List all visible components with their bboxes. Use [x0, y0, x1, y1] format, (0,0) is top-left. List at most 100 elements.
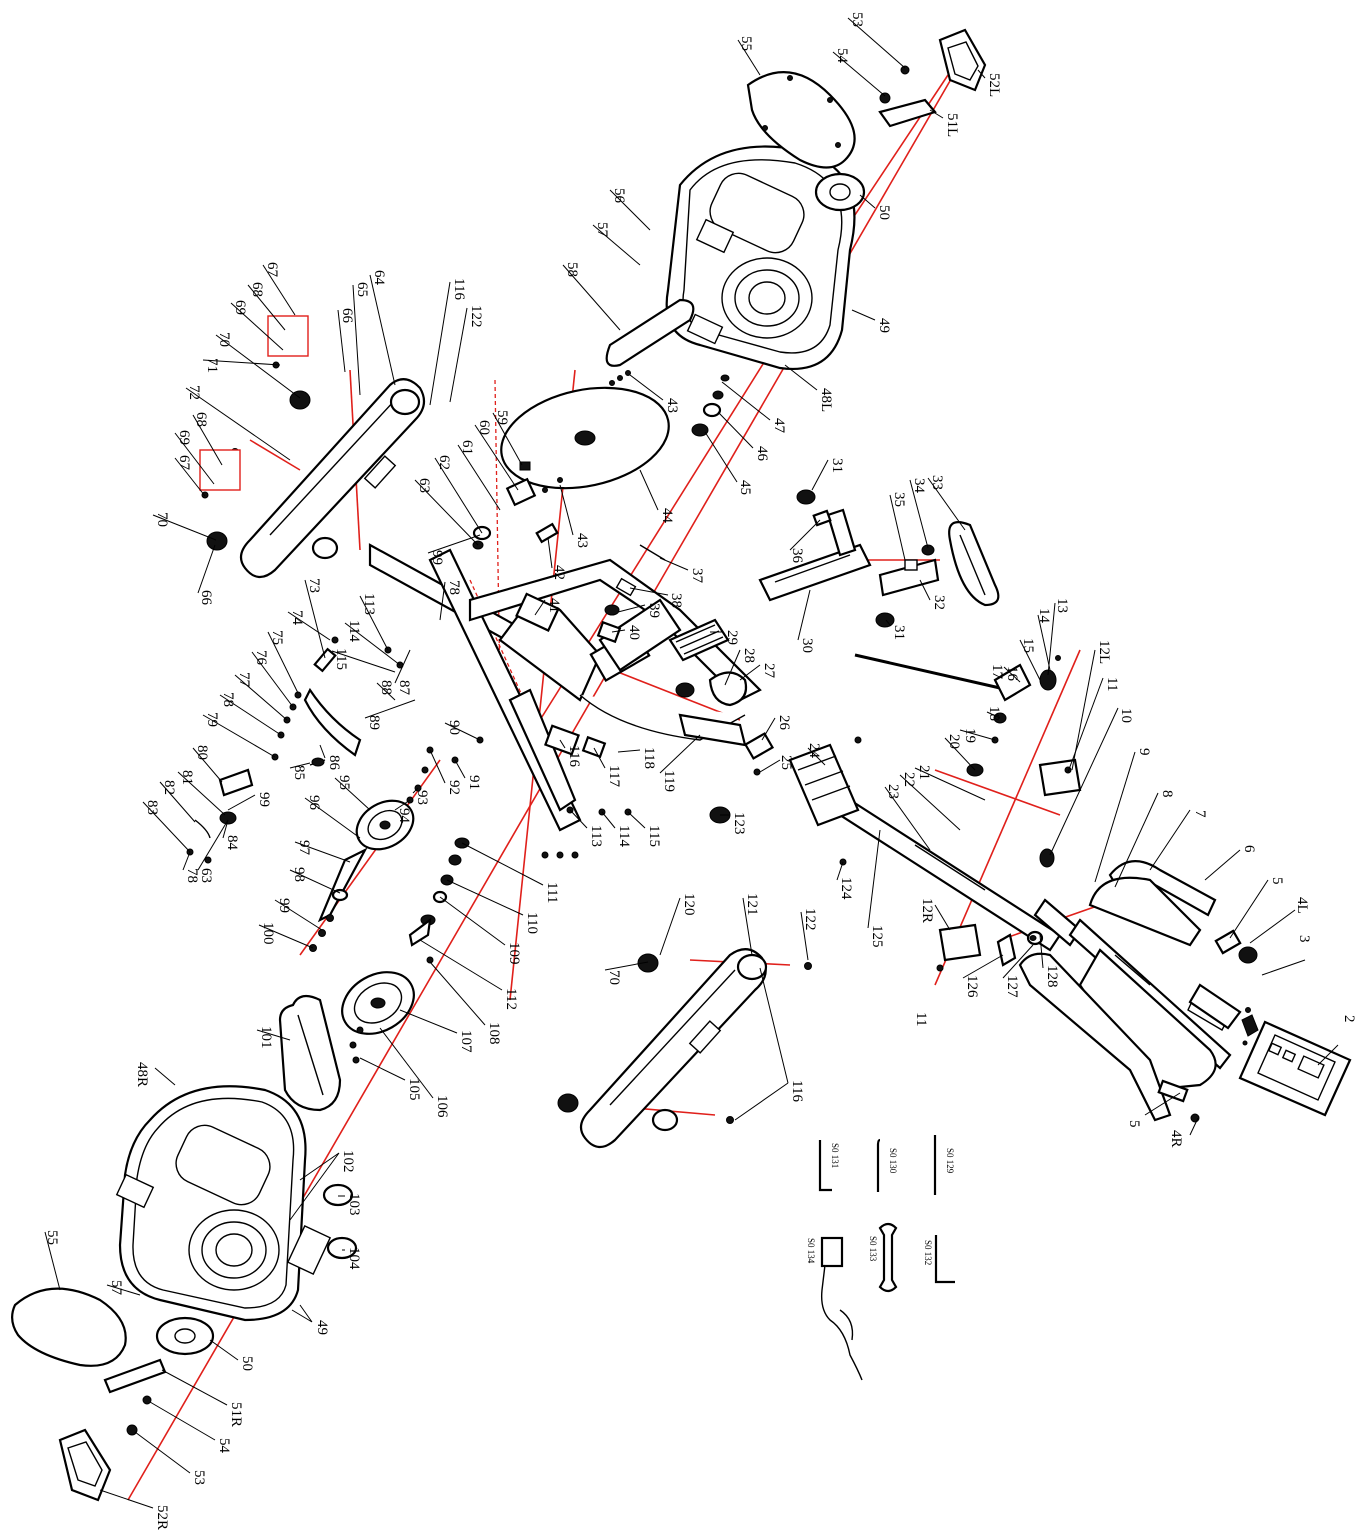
label-13: 13	[1054, 598, 1070, 613]
label-54b: 54	[216, 1438, 232, 1454]
label-64: 64	[371, 270, 387, 286]
label-69b: 69	[176, 430, 192, 445]
handlebar-caps	[1190, 946, 1259, 1123]
label-11b: 11	[913, 1012, 929, 1026]
label-40: 40	[626, 625, 642, 640]
handle-brackets	[936, 758, 1082, 972]
label-116a: 116	[451, 278, 467, 300]
label-39: 39	[646, 603, 662, 618]
tool-labels: S0 131 S0 130 S0 129 S0 134 S0 133 S0 13…	[806, 1143, 955, 1265]
callout-labels: 2 3 4L 4R 5 5 6 7 8 9 10 11 11 12L 12R 1…	[44, 12, 1357, 1530]
cover-plate-top	[746, 71, 856, 169]
label-119: 119	[661, 770, 677, 792]
label-86: 86	[326, 755, 342, 771]
seat-post	[758, 508, 872, 602]
main-frame	[368, 543, 762, 832]
label-49a: 49	[876, 318, 892, 333]
label-43a: 43	[664, 398, 680, 413]
label-99a: 99	[256, 792, 272, 807]
adjust-rod	[854, 653, 1061, 777]
label-27: 27	[761, 663, 777, 679]
pulley-large	[341, 971, 415, 1035]
label-84: 84	[224, 835, 240, 851]
handlebar	[1018, 860, 1242, 1122]
label-81: 81	[179, 770, 195, 785]
label-105: 105	[406, 1078, 422, 1101]
label-15: 15	[1020, 638, 1036, 653]
label-12l: 12L	[1096, 640, 1112, 664]
pedal-arm-upper	[206, 378, 426, 579]
label-70c: 70	[606, 970, 622, 985]
label-52l: 52L	[986, 73, 1002, 97]
foam-grip	[788, 736, 862, 866]
label-45: 45	[737, 480, 753, 495]
label-82: 82	[161, 780, 177, 795]
seat-slider	[878, 544, 940, 597]
label-78a: 78	[220, 692, 236, 707]
label-100: 100	[260, 922, 276, 945]
label-61: 61	[459, 440, 475, 455]
label-49b: 49	[314, 1320, 330, 1335]
small-parts-center	[709, 732, 775, 824]
label-12r: 12R	[919, 898, 935, 923]
label-126: 126	[964, 975, 980, 998]
flywheel-disc	[500, 386, 670, 490]
label-109: 109	[506, 942, 522, 965]
cover-plate-bottom	[11, 1287, 127, 1367]
tool-label-129: S0 129	[945, 1148, 955, 1174]
pedal-right	[58, 1428, 112, 1502]
label-36: 36	[789, 548, 805, 564]
label-55b: 55	[44, 1230, 60, 1245]
shroud-rings	[322, 1183, 358, 1260]
tool-hex-key-131	[818, 1140, 832, 1192]
label-5b: 5	[1126, 1120, 1142, 1128]
label-80: 80	[194, 745, 210, 760]
label-63b: 63	[198, 868, 214, 883]
label-53a: 53	[849, 12, 865, 27]
label-107: 107	[458, 1030, 474, 1053]
label-93: 93	[414, 790, 430, 805]
label-50a: 50	[876, 205, 892, 220]
label-128: 128	[1044, 965, 1060, 988]
spring-parts	[309, 757, 326, 767]
label-57a: 57	[594, 222, 610, 238]
right-shroud	[115, 1085, 332, 1322]
label-56: 56	[611, 188, 627, 204]
label-14: 14	[1036, 608, 1052, 624]
label-53b: 53	[191, 1470, 207, 1485]
label-8: 8	[1159, 790, 1175, 798]
label-26: 26	[776, 715, 792, 731]
label-47: 47	[771, 418, 787, 434]
flywheel-bolts	[535, 370, 631, 544]
label-85: 85	[291, 765, 307, 780]
label-34: 34	[911, 478, 927, 494]
label-42: 42	[551, 565, 567, 580]
label-116c: 116	[789, 1080, 805, 1102]
label-92: 92	[446, 780, 462, 795]
label-115b: 115	[646, 825, 662, 847]
label-69a: 69	[232, 300, 248, 315]
label-22: 22	[901, 772, 917, 787]
label-95: 95	[336, 775, 352, 790]
label-65: 65	[354, 282, 370, 297]
foot-grip	[668, 618, 730, 662]
label-115a: 115	[333, 648, 349, 670]
label-87: 87	[396, 680, 412, 696]
label-102: 102	[340, 1150, 356, 1173]
label-31a: 31	[829, 458, 845, 473]
label-48r: 48R	[134, 1062, 150, 1087]
label-71: 71	[204, 358, 220, 373]
label-24: 24	[806, 743, 822, 759]
label-52r: 52R	[154, 1505, 170, 1530]
label-5a: 5	[1269, 877, 1285, 885]
tension-knob	[675, 671, 748, 707]
pulley-small	[355, 799, 415, 851]
idler-axle	[309, 847, 368, 952]
label-17: 17	[989, 664, 1005, 680]
label-91: 91	[466, 775, 482, 790]
tool-label-130: S0 130	[888, 1148, 898, 1174]
label-50b: 50	[239, 1356, 255, 1371]
label-23: 23	[885, 784, 901, 799]
label-124: 124	[838, 877, 854, 900]
